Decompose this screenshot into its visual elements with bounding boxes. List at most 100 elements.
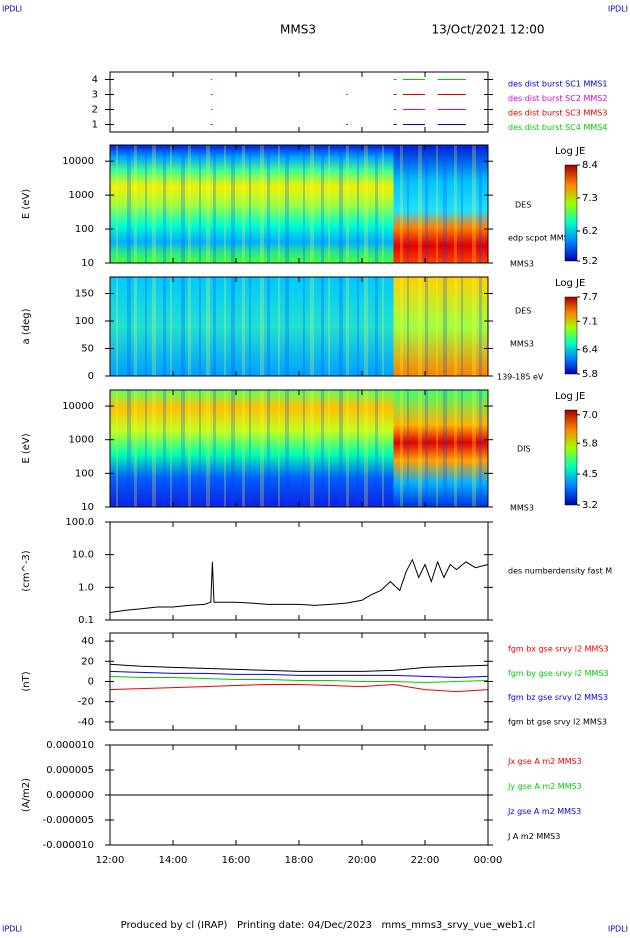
spectrogram-stripe bbox=[152, 145, 156, 263]
spectrogram-stripe bbox=[461, 277, 463, 376]
spectrogram-stripe bbox=[249, 277, 251, 376]
spectrogram-stripe bbox=[181, 145, 185, 263]
spectrogram-stripe bbox=[134, 145, 137, 263]
spectrogram-stripe bbox=[443, 277, 447, 376]
side-label: DIS bbox=[517, 445, 531, 454]
colorbar-tick-label: 7.0 bbox=[582, 410, 598, 421]
spectrogram-stripe bbox=[231, 277, 235, 376]
y-tick-label: 150 bbox=[75, 289, 94, 300]
data-line bbox=[109, 663, 489, 672]
y-tick-label: 100 bbox=[75, 224, 94, 235]
spectrogram-stripe bbox=[375, 390, 378, 507]
spectrogram-stripe bbox=[425, 145, 428, 263]
spectrogram-stripe bbox=[213, 390, 216, 507]
y-axis-label: E (eV) bbox=[21, 433, 32, 463]
spectrogram-stripe bbox=[479, 145, 482, 263]
side-label: DES bbox=[515, 307, 531, 316]
date: 13/Oct/2021 12:00 bbox=[431, 23, 544, 37]
spectrogram-stripe bbox=[181, 390, 185, 507]
spectrogram-stripe bbox=[242, 277, 245, 376]
spectrogram-stripe bbox=[170, 390, 172, 507]
spectrogram-stripe bbox=[328, 145, 330, 263]
spectrogram-stripe bbox=[357, 390, 359, 507]
spectrogram-stripe bbox=[206, 277, 210, 376]
spectrogram-stripe bbox=[145, 145, 147, 263]
spectrogram-stripe bbox=[425, 277, 428, 376]
spectrogram-stripe bbox=[375, 277, 378, 376]
spectrogram-stripe bbox=[224, 390, 226, 507]
spectrogram-stripe bbox=[472, 390, 476, 507]
y-tick-label: 50 bbox=[81, 344, 94, 355]
spectrogram-stripe bbox=[127, 145, 131, 263]
spectrogram-stripe bbox=[382, 277, 384, 376]
spectrogram-stripe bbox=[145, 390, 147, 507]
spectrogram-stripe bbox=[188, 390, 191, 507]
spectrogram-stripe bbox=[267, 145, 270, 263]
corner-label: IPDLI bbox=[2, 5, 22, 14]
y-tick-label: 0 bbox=[88, 371, 94, 382]
spectrogram-stripe bbox=[436, 277, 438, 376]
y-tick-label: -20 bbox=[78, 697, 94, 708]
spectrogram-stripe bbox=[278, 277, 280, 376]
spectrogram-stripe bbox=[328, 277, 330, 376]
spectrogram-stripe bbox=[382, 390, 384, 507]
spectrogram-stripe bbox=[199, 145, 201, 263]
spectrogram-stripe bbox=[418, 145, 422, 263]
spectrogram-stripe bbox=[116, 145, 118, 263]
spectrogram-stripe bbox=[231, 145, 235, 263]
spectrogram-stripe bbox=[461, 145, 463, 263]
spectrogram-stripe bbox=[249, 390, 251, 507]
spectrogram-stripe bbox=[454, 390, 457, 507]
legend-entry: fgm bz gse srvy l2 MMS3 bbox=[508, 693, 608, 702]
side-label: 139-185 eV bbox=[497, 373, 544, 382]
colorbar-title: Log JE bbox=[555, 278, 585, 289]
colorbar-tick-label: 7.7 bbox=[582, 292, 598, 303]
spectrogram-stripe bbox=[479, 390, 482, 507]
spectrogram-stripe bbox=[407, 145, 409, 263]
spectrogram-stripe bbox=[213, 277, 216, 376]
spectrogram-stripe bbox=[400, 390, 403, 507]
spectrogram-stripe bbox=[382, 145, 384, 263]
corner-label: IPDLI bbox=[608, 5, 628, 14]
legend-entry: fgm bt gse srvy l2 MMS3 bbox=[508, 717, 607, 726]
spectrogram-stripe bbox=[134, 277, 137, 376]
x-tick-label: 18:00 bbox=[285, 855, 314, 866]
spectrogram-stripe bbox=[357, 145, 359, 263]
corner-label: IPDLI bbox=[608, 925, 628, 934]
y-tick-label: 1 bbox=[92, 120, 98, 131]
spectrogram-stripe bbox=[357, 277, 359, 376]
y-tick-label: 4 bbox=[92, 75, 98, 86]
legend-entry: des dist burst SC4 MMS4 bbox=[508, 123, 607, 132]
spectrogram-stripe bbox=[443, 145, 447, 263]
colorbar-tick-label: 5.8 bbox=[582, 438, 598, 449]
spectrogram-stripe bbox=[127, 277, 131, 376]
spectrogram-stripe bbox=[472, 277, 476, 376]
corner-label: IPDLI bbox=[2, 925, 22, 934]
spectrogram-stripe bbox=[364, 277, 368, 376]
spectrogram-stripe bbox=[375, 145, 378, 263]
footer: Produced by cl (IRAP) Printing date: 04/… bbox=[121, 920, 536, 931]
y-tick-label: 0.1 bbox=[78, 615, 94, 626]
spectrogram-stripe bbox=[163, 277, 166, 376]
y-tick-label: 20 bbox=[81, 656, 94, 667]
legend-entry: Jx gse A m2 MMS3 bbox=[507, 757, 582, 766]
y-tick-label: 10 bbox=[81, 258, 94, 269]
colorbar-tick-label: 6.4 bbox=[582, 345, 598, 356]
spectrogram-stripe bbox=[285, 277, 289, 376]
spectrogram-stripe bbox=[199, 277, 201, 376]
spectrogram-stripe bbox=[267, 390, 270, 507]
colorbar-tick-label: 7.1 bbox=[582, 316, 598, 327]
y-tick-label: 100 bbox=[75, 468, 94, 479]
y-tick-label: 10000 bbox=[62, 156, 94, 167]
spectrogram-stripe bbox=[231, 390, 235, 507]
spectrogram-stripe bbox=[321, 277, 324, 376]
spectrogram-stripe bbox=[242, 390, 245, 507]
spectrogram-stripe bbox=[310, 390, 314, 507]
spectrogram-stripe bbox=[472, 145, 476, 263]
spectrogram-stripe bbox=[260, 277, 264, 376]
spectrogram-stripe bbox=[170, 277, 172, 376]
spectrogram-stripe bbox=[249, 145, 251, 263]
spectrogram-stripe bbox=[145, 277, 147, 376]
